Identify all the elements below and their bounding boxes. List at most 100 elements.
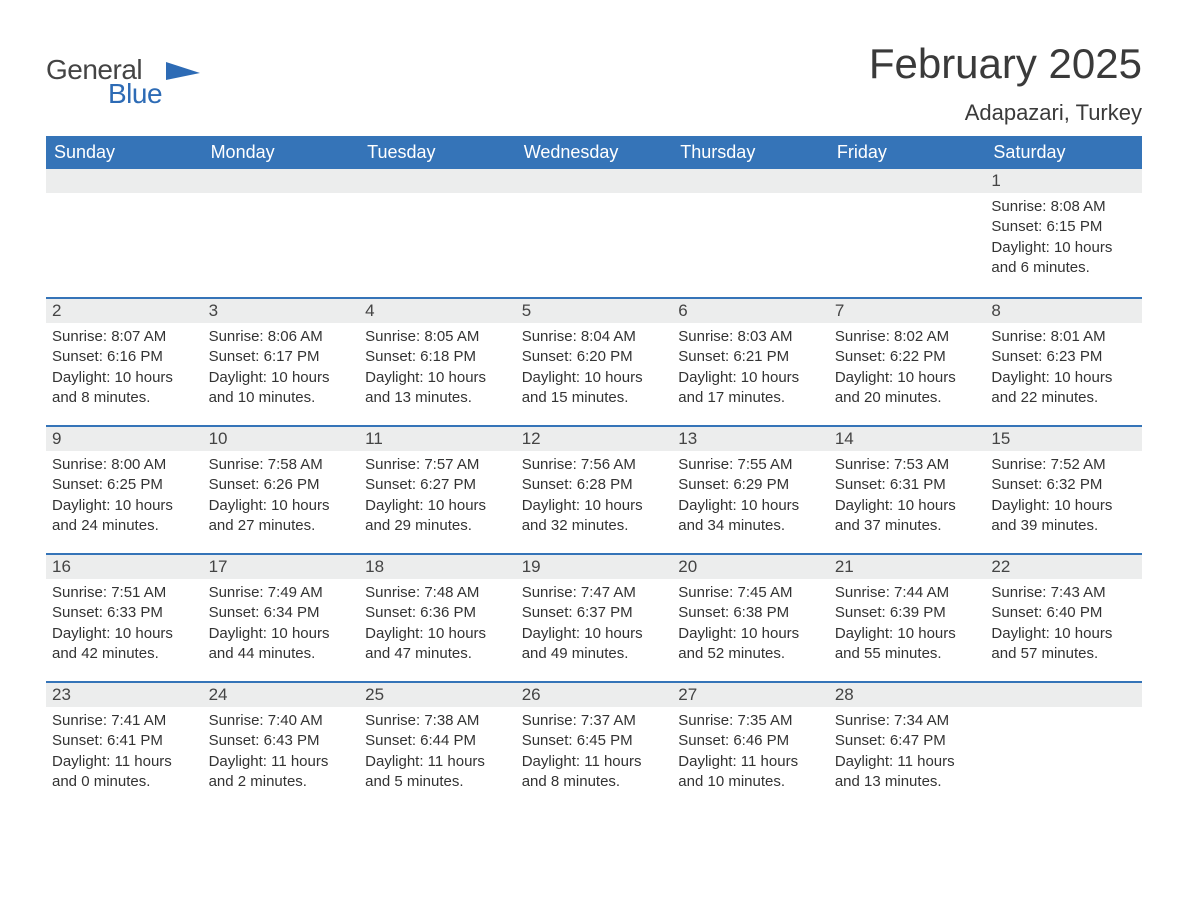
page-title: February 2025: [869, 40, 1142, 88]
sunset-line: Sunset: 6:31 PM: [835, 475, 980, 495]
day-cell: 15Sunrise: 7:52 AMSunset: 6:32 PMDayligh…: [985, 427, 1142, 553]
sunrise-line: Sunrise: 7:43 AM: [991, 583, 1136, 603]
day-body: Sunrise: 8:03 AMSunset: 6:21 PMDaylight:…: [672, 323, 829, 418]
day-cell: 5Sunrise: 8:04 AMSunset: 6:20 PMDaylight…: [516, 299, 673, 425]
day-number: 12: [516, 427, 673, 451]
daylight-line: Daylight: 10 hours and 52 minutes.: [678, 624, 823, 665]
calendar: Sunday Monday Tuesday Wednesday Thursday…: [46, 136, 1142, 809]
sunrise-line: Sunrise: 8:06 AM: [209, 327, 354, 347]
daylight-line: Daylight: 10 hours and 55 minutes.: [835, 624, 980, 665]
sunset-line: Sunset: 6:32 PM: [991, 475, 1136, 495]
day-number: [203, 169, 360, 193]
day-number: [359, 169, 516, 193]
day-body: Sunrise: 7:45 AMSunset: 6:38 PMDaylight:…: [672, 579, 829, 674]
day-cell: 6Sunrise: 8:03 AMSunset: 6:21 PMDaylight…: [672, 299, 829, 425]
day-body: Sunrise: 8:07 AMSunset: 6:16 PMDaylight:…: [46, 323, 203, 418]
day-number: 27: [672, 683, 829, 707]
day-header-row: Sunday Monday Tuesday Wednesday Thursday…: [46, 136, 1142, 169]
day-body: Sunrise: 7:41 AMSunset: 6:41 PMDaylight:…: [46, 707, 203, 802]
day-number: 9: [46, 427, 203, 451]
sunset-line: Sunset: 6:27 PM: [365, 475, 510, 495]
day-number: [829, 169, 986, 193]
sunset-line: Sunset: 6:44 PM: [365, 731, 510, 751]
sunrise-line: Sunrise: 7:49 AM: [209, 583, 354, 603]
daylight-line: Daylight: 10 hours and 57 minutes.: [991, 624, 1136, 665]
day-body: Sunrise: 7:40 AMSunset: 6:43 PMDaylight:…: [203, 707, 360, 802]
day-number: 5: [516, 299, 673, 323]
day-number: 7: [829, 299, 986, 323]
page-subtitle: Adapazari, Turkey: [869, 100, 1142, 126]
logo-text: General Blue: [46, 56, 162, 108]
day-body: Sunrise: 7:38 AMSunset: 6:44 PMDaylight:…: [359, 707, 516, 802]
daylight-line: Daylight: 10 hours and 27 minutes.: [209, 496, 354, 537]
day-cell: [516, 169, 673, 297]
sunrise-line: Sunrise: 7:34 AM: [835, 711, 980, 731]
day-cell: 10Sunrise: 7:58 AMSunset: 6:26 PMDayligh…: [203, 427, 360, 553]
day-body: Sunrise: 7:51 AMSunset: 6:33 PMDaylight:…: [46, 579, 203, 674]
day-cell: 19Sunrise: 7:47 AMSunset: 6:37 PMDayligh…: [516, 555, 673, 681]
sunset-line: Sunset: 6:29 PM: [678, 475, 823, 495]
day-header-saturday: Saturday: [985, 136, 1142, 169]
day-cell: 20Sunrise: 7:45 AMSunset: 6:38 PMDayligh…: [672, 555, 829, 681]
day-cell: 21Sunrise: 7:44 AMSunset: 6:39 PMDayligh…: [829, 555, 986, 681]
sunrise-line: Sunrise: 8:02 AM: [835, 327, 980, 347]
daylight-line: Daylight: 11 hours and 2 minutes.: [209, 752, 354, 793]
day-cell: 16Sunrise: 7:51 AMSunset: 6:33 PMDayligh…: [46, 555, 203, 681]
day-number: 18: [359, 555, 516, 579]
sunset-line: Sunset: 6:22 PM: [835, 347, 980, 367]
day-header-monday: Monday: [203, 136, 360, 169]
daylight-line: Daylight: 11 hours and 0 minutes.: [52, 752, 197, 793]
day-number: 25: [359, 683, 516, 707]
day-header-thursday: Thursday: [672, 136, 829, 169]
sunrise-line: Sunrise: 7:47 AM: [522, 583, 667, 603]
sunrise-line: Sunrise: 7:37 AM: [522, 711, 667, 731]
week-row: 1Sunrise: 8:08 AMSunset: 6:15 PMDaylight…: [46, 169, 1142, 297]
day-number: 20: [672, 555, 829, 579]
sunrise-line: Sunrise: 7:52 AM: [991, 455, 1136, 475]
sunset-line: Sunset: 6:18 PM: [365, 347, 510, 367]
sunset-line: Sunset: 6:16 PM: [52, 347, 197, 367]
day-header-friday: Friday: [829, 136, 986, 169]
daylight-line: Daylight: 10 hours and 39 minutes.: [991, 496, 1136, 537]
daylight-line: Daylight: 10 hours and 10 minutes.: [209, 368, 354, 409]
day-body: Sunrise: 7:35 AMSunset: 6:46 PMDaylight:…: [672, 707, 829, 802]
day-number: 14: [829, 427, 986, 451]
day-body: Sunrise: 7:43 AMSunset: 6:40 PMDaylight:…: [985, 579, 1142, 674]
day-body: Sunrise: 7:56 AMSunset: 6:28 PMDaylight:…: [516, 451, 673, 546]
sunset-line: Sunset: 6:45 PM: [522, 731, 667, 751]
sunset-line: Sunset: 6:33 PM: [52, 603, 197, 623]
sunset-line: Sunset: 6:26 PM: [209, 475, 354, 495]
daylight-line: Daylight: 11 hours and 5 minutes.: [365, 752, 510, 793]
day-body: Sunrise: 8:06 AMSunset: 6:17 PMDaylight:…: [203, 323, 360, 418]
day-number: 8: [985, 299, 1142, 323]
day-body: Sunrise: 7:52 AMSunset: 6:32 PMDaylight:…: [985, 451, 1142, 546]
day-cell: 7Sunrise: 8:02 AMSunset: 6:22 PMDaylight…: [829, 299, 986, 425]
day-body: Sunrise: 7:57 AMSunset: 6:27 PMDaylight:…: [359, 451, 516, 546]
week-row: 9Sunrise: 8:00 AMSunset: 6:25 PMDaylight…: [46, 425, 1142, 553]
day-number: 15: [985, 427, 1142, 451]
day-number: 21: [829, 555, 986, 579]
day-cell: 24Sunrise: 7:40 AMSunset: 6:43 PMDayligh…: [203, 683, 360, 809]
sunrise-line: Sunrise: 8:04 AM: [522, 327, 667, 347]
day-body: Sunrise: 8:04 AMSunset: 6:20 PMDaylight:…: [516, 323, 673, 418]
sunset-line: Sunset: 6:38 PM: [678, 603, 823, 623]
day-cell: 2Sunrise: 8:07 AMSunset: 6:16 PMDaylight…: [46, 299, 203, 425]
sunset-line: Sunset: 6:25 PM: [52, 475, 197, 495]
header: General Blue February 2025 Adapazari, Tu…: [46, 40, 1142, 126]
sunset-line: Sunset: 6:43 PM: [209, 731, 354, 751]
day-number: 17: [203, 555, 360, 579]
sunrise-line: Sunrise: 8:00 AM: [52, 455, 197, 475]
day-number: 28: [829, 683, 986, 707]
day-body: Sunrise: 7:34 AMSunset: 6:47 PMDaylight:…: [829, 707, 986, 802]
day-cell: [672, 169, 829, 297]
day-number: 6: [672, 299, 829, 323]
weeks-container: 1Sunrise: 8:08 AMSunset: 6:15 PMDaylight…: [46, 169, 1142, 809]
daylight-line: Daylight: 10 hours and 8 minutes.: [52, 368, 197, 409]
daylight-line: Daylight: 10 hours and 42 minutes.: [52, 624, 197, 665]
daylight-line: Daylight: 10 hours and 32 minutes.: [522, 496, 667, 537]
daylight-line: Daylight: 10 hours and 24 minutes.: [52, 496, 197, 537]
day-body: Sunrise: 7:58 AMSunset: 6:26 PMDaylight:…: [203, 451, 360, 546]
day-cell: [46, 169, 203, 297]
day-number: 22: [985, 555, 1142, 579]
sunrise-line: Sunrise: 7:41 AM: [52, 711, 197, 731]
